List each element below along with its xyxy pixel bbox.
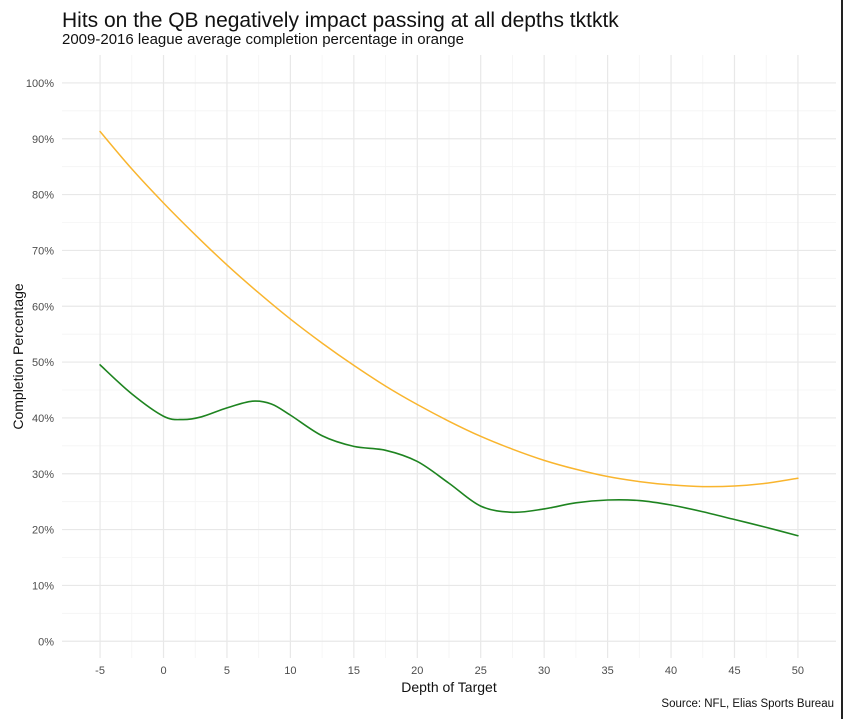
gridlines bbox=[62, 55, 836, 658]
x-tick-label: 40 bbox=[665, 665, 677, 677]
x-tick-label: 45 bbox=[728, 665, 740, 677]
y-tick-label: 100% bbox=[26, 78, 54, 90]
tick-labels: -5 0 5 10 15 20 25 30 35 40 45 50 0% 10% 20% 30% 40% 50% 6… bbox=[26, 78, 804, 677]
x-tick-label: 20 bbox=[411, 665, 423, 677]
source-caption: Source: NFL, Elias Sports Bureau bbox=[661, 698, 834, 710]
y-tick-label: 0% bbox=[38, 636, 54, 648]
series-line-hits-on-qb bbox=[99, 364, 799, 537]
x-tick-label: 10 bbox=[284, 665, 296, 677]
y-tick-label: 30% bbox=[32, 469, 54, 481]
series-line-league-average bbox=[99, 130, 799, 488]
y-tick-label: 80% bbox=[32, 190, 54, 202]
y-tick-label: 40% bbox=[32, 413, 54, 425]
x-axis-title: Depth of Target bbox=[401, 679, 497, 695]
chart-subtitle: 2009-2016 league average completion perc… bbox=[62, 31, 464, 48]
y-tick-label: 10% bbox=[32, 580, 54, 592]
x-tick-label: -5 bbox=[95, 665, 105, 677]
y-tick-label: 20% bbox=[32, 525, 54, 537]
x-tick-label: 35 bbox=[601, 665, 613, 677]
chart-title: Hits on the QB negatively impact passing… bbox=[62, 9, 619, 32]
y-axis-title: Completion Percentage bbox=[10, 283, 26, 430]
x-tick-label: 15 bbox=[348, 665, 360, 677]
x-tick-label: 50 bbox=[792, 665, 804, 677]
y-tick-label: 60% bbox=[32, 301, 54, 313]
x-tick-label: 5 bbox=[224, 665, 230, 677]
y-tick-label: 90% bbox=[32, 134, 54, 146]
y-tick-label: 50% bbox=[32, 357, 54, 369]
x-tick-label: 0 bbox=[160, 665, 166, 677]
frame-edge bbox=[841, 0, 843, 719]
x-tick-label: 30 bbox=[538, 665, 550, 677]
series-lines bbox=[99, 130, 799, 537]
x-tick-label: 25 bbox=[475, 665, 487, 677]
y-tick-label: 70% bbox=[32, 245, 54, 257]
